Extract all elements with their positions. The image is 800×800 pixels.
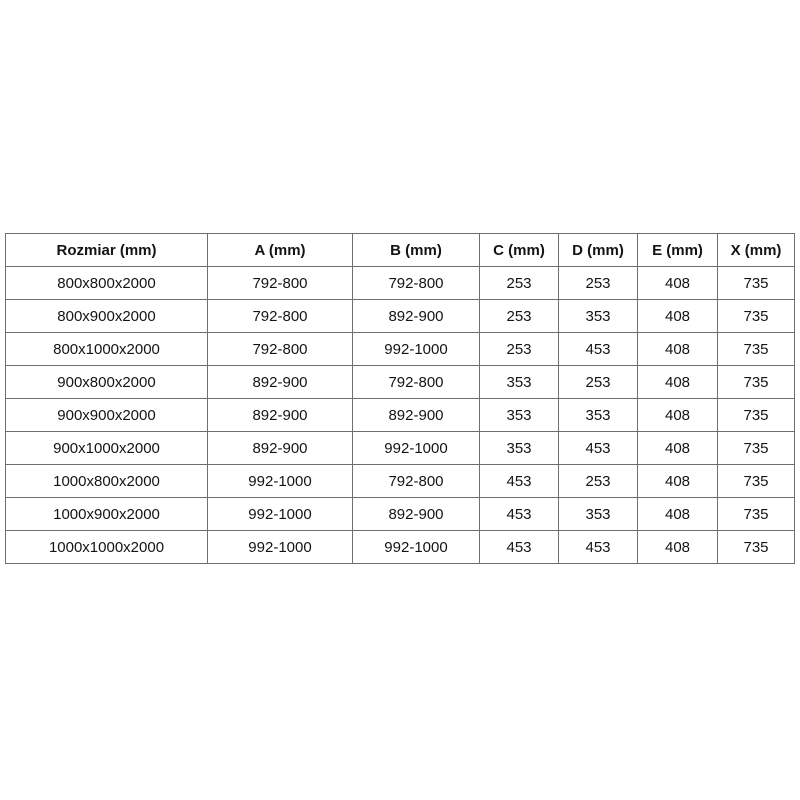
cell-b: 792-800 bbox=[352, 365, 480, 399]
cell-b: 892-900 bbox=[352, 398, 480, 432]
cell-rozmiar: 800x800x2000 bbox=[5, 266, 208, 300]
cell-b: 792-800 bbox=[352, 266, 480, 300]
table-row: 1000x800x2000 992-1000 792-800 453 253 4… bbox=[5, 464, 795, 498]
cell-d: 453 bbox=[558, 431, 638, 465]
cell-e: 408 bbox=[637, 398, 718, 432]
column-header-d: D (mm) bbox=[558, 233, 638, 267]
cell-a: 892-900 bbox=[207, 398, 353, 432]
cell-e: 408 bbox=[637, 431, 718, 465]
cell-e: 408 bbox=[637, 299, 718, 333]
table-row: 900x800x2000 892-900 792-800 353 253 408… bbox=[5, 365, 795, 399]
cell-a: 792-800 bbox=[207, 299, 353, 333]
cell-rozmiar: 800x900x2000 bbox=[5, 299, 208, 333]
cell-c: 353 bbox=[479, 365, 559, 399]
cell-c: 353 bbox=[479, 431, 559, 465]
cell-a: 792-800 bbox=[207, 332, 353, 366]
cell-e: 408 bbox=[637, 266, 718, 300]
header-row: Rozmiar (mm) A (mm) B (mm) C (mm) D (mm)… bbox=[5, 233, 795, 267]
table-row: 800x800x2000 792-800 792-800 253 253 408… bbox=[5, 266, 795, 300]
column-header-e: E (mm) bbox=[637, 233, 718, 267]
cell-x: 735 bbox=[717, 332, 795, 366]
cell-x: 735 bbox=[717, 365, 795, 399]
dimensions-table: Rozmiar (mm) A (mm) B (mm) C (mm) D (mm)… bbox=[5, 233, 795, 564]
cell-x: 735 bbox=[717, 299, 795, 333]
cell-d: 353 bbox=[558, 398, 638, 432]
table-row: 800x1000x2000 792-800 992-1000 253 453 4… bbox=[5, 332, 795, 366]
cell-b: 892-900 bbox=[352, 299, 480, 333]
cell-e: 408 bbox=[637, 332, 718, 366]
cell-a: 992-1000 bbox=[207, 464, 353, 498]
cell-d: 353 bbox=[558, 299, 638, 333]
cell-d: 253 bbox=[558, 464, 638, 498]
table-row: 1000x900x2000 992-1000 892-900 453 353 4… bbox=[5, 497, 795, 531]
cell-x: 735 bbox=[717, 497, 795, 531]
cell-x: 735 bbox=[717, 266, 795, 300]
table-row: 800x900x2000 792-800 892-900 253 353 408… bbox=[5, 299, 795, 333]
cell-x: 735 bbox=[717, 464, 795, 498]
column-header-x: X (mm) bbox=[717, 233, 795, 267]
cell-d: 253 bbox=[558, 365, 638, 399]
cell-c: 453 bbox=[479, 497, 559, 531]
table-row: 1000x1000x2000 992-1000 992-1000 453 453… bbox=[5, 530, 795, 564]
cell-a: 892-900 bbox=[207, 431, 353, 465]
cell-b: 992-1000 bbox=[352, 332, 480, 366]
cell-b: 992-1000 bbox=[352, 530, 480, 564]
cell-c: 453 bbox=[479, 464, 559, 498]
cell-rozmiar: 900x800x2000 bbox=[5, 365, 208, 399]
cell-b: 992-1000 bbox=[352, 431, 480, 465]
cell-c: 253 bbox=[479, 299, 559, 333]
table-row: 900x900x2000 892-900 892-900 353 353 408… bbox=[5, 398, 795, 432]
cell-d: 453 bbox=[558, 332, 638, 366]
cell-a: 792-800 bbox=[207, 266, 353, 300]
cell-c: 253 bbox=[479, 266, 559, 300]
dimensions-table-container: Rozmiar (mm) A (mm) B (mm) C (mm) D (mm)… bbox=[5, 233, 795, 564]
table-body: 800x800x2000 792-800 792-800 253 253 408… bbox=[5, 266, 795, 564]
cell-e: 408 bbox=[637, 464, 718, 498]
cell-rozmiar: 1000x1000x2000 bbox=[5, 530, 208, 564]
cell-c: 453 bbox=[479, 530, 559, 564]
cell-d: 253 bbox=[558, 266, 638, 300]
cell-d: 453 bbox=[558, 530, 638, 564]
cell-b: 792-800 bbox=[352, 464, 480, 498]
column-header-rozmiar: Rozmiar (mm) bbox=[5, 233, 208, 267]
cell-rozmiar: 1000x900x2000 bbox=[5, 497, 208, 531]
cell-rozmiar: 1000x800x2000 bbox=[5, 464, 208, 498]
cell-x: 735 bbox=[717, 398, 795, 432]
cell-a: 892-900 bbox=[207, 365, 353, 399]
table-row: 900x1000x2000 892-900 992-1000 353 453 4… bbox=[5, 431, 795, 465]
cell-rozmiar: 900x900x2000 bbox=[5, 398, 208, 432]
column-header-c: C (mm) bbox=[479, 233, 559, 267]
column-header-b: B (mm) bbox=[352, 233, 480, 267]
cell-c: 253 bbox=[479, 332, 559, 366]
column-header-a: A (mm) bbox=[207, 233, 353, 267]
cell-b: 892-900 bbox=[352, 497, 480, 531]
cell-e: 408 bbox=[637, 530, 718, 564]
cell-a: 992-1000 bbox=[207, 530, 353, 564]
cell-a: 992-1000 bbox=[207, 497, 353, 531]
cell-e: 408 bbox=[637, 497, 718, 531]
cell-rozmiar: 900x1000x2000 bbox=[5, 431, 208, 465]
cell-d: 353 bbox=[558, 497, 638, 531]
cell-c: 353 bbox=[479, 398, 559, 432]
cell-x: 735 bbox=[717, 431, 795, 465]
table-header: Rozmiar (mm) A (mm) B (mm) C (mm) D (mm)… bbox=[5, 233, 795, 267]
cell-x: 735 bbox=[717, 530, 795, 564]
cell-rozmiar: 800x1000x2000 bbox=[5, 332, 208, 366]
cell-e: 408 bbox=[637, 365, 718, 399]
